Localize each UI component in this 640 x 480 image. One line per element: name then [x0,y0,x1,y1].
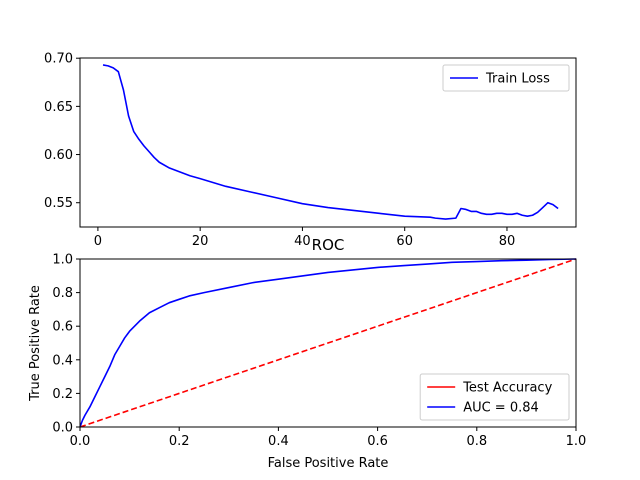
loss-x-tick-label: 20 [192,234,209,249]
loss-legend-box [442,64,570,92]
loss-x-tick-label: 40 [294,234,311,249]
roc-x-tick-label: 0.4 [268,434,289,449]
roc-legend-label-0: Test Accuracy [462,381,552,396]
loss-ticks-layer: 0 20 40 60 80 0.55 0.60 0.65 0.70 [44,52,515,249]
roc-y-axis-label: True Positive Rate [28,285,43,402]
roc-legend-items: Test Accuracy AUC = 0.84 [427,381,553,416]
roc-legend-label-1: AUC = 0.84 [463,401,539,416]
roc-x-tick-label: 0.2 [169,434,190,449]
roc-y-tick-label: 0.4 [52,353,73,368]
roc-legend: Test Accuracy AUC = 0.84 [419,373,570,421]
roc-ticks-layer: 0.0 0.2 0.4 0.6 0.8 1.0 0.0 0.2 0.4 0.6 0.8 1.0 [52,253,586,450]
loss-series-line-0 [102,64,559,220]
loss-panel: 0 20 40 60 80 0.55 0.60 0.65 0.70 Train Loss [44,52,577,249]
roc-y-tick-label: 0.6 [52,320,73,335]
loss-x-tick-label: 0 [94,234,102,249]
roc-x-tick-label: 0.6 [367,434,388,449]
roc-series-layer [79,258,577,428]
loss-y-tick-label: 0.60 [44,148,73,163]
loss-legend-label-0: Train Loss [485,72,550,87]
roc-x-tick-label: 0.0 [70,434,91,449]
roc-plot-frame [79,258,577,428]
loss-x-tick-label: 60 [396,234,413,249]
loss-y-tick-label: 0.70 [44,52,73,67]
roc-panel: ROC 0.0 0.2 0.4 0.6 0.8 1.0 0.0 0.2 0.4 0.6 0.8 1.0… [28,236,586,471]
roc-y-tick-label: 0.2 [52,387,73,402]
roc-y-tick-label: 0.8 [52,286,73,301]
roc-y-tick-label: 0.0 [52,421,73,436]
loss-y-tick-label: 0.55 [44,196,73,211]
roc-legend-box [419,373,570,421]
loss-series-layer [102,64,559,220]
roc-series-line-1 [79,258,577,428]
roc-series-line-0 [79,258,577,428]
loss-y-tick-label: 0.65 [44,100,73,115]
roc-x-tick-label: 0.8 [466,434,487,449]
loss-legend: Train Loss [442,64,570,92]
roc-x-axis-label: False Positive Rate [268,456,389,471]
loss-plot-frame [79,57,577,228]
loss-x-tick-label: 80 [499,234,516,249]
loss-legend-items: Train Loss [450,72,550,87]
roc-x-tick-label: 1.0 [566,434,587,449]
roc-title: ROC [312,236,345,254]
roc-y-tick-label: 1.0 [52,253,73,268]
